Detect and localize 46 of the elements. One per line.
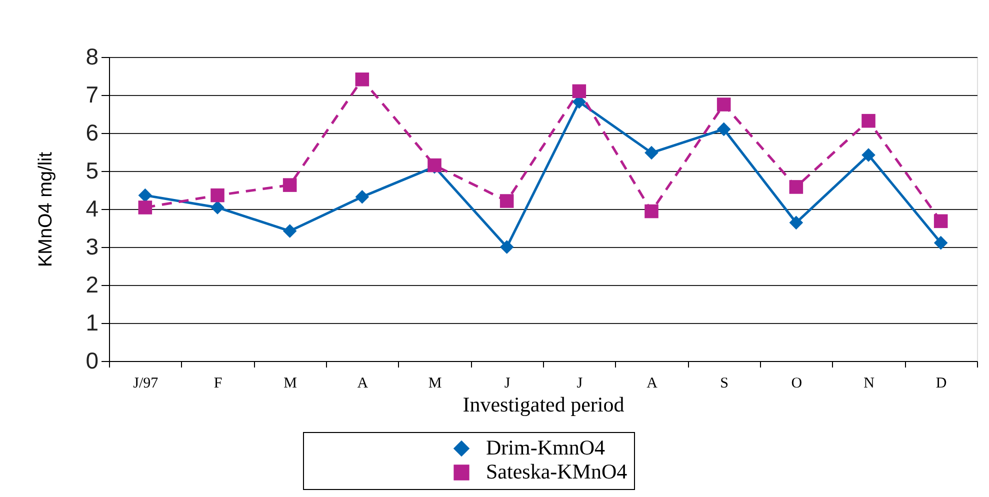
- y-tick-label: 6: [86, 120, 98, 146]
- y-tick-label: 1: [86, 310, 98, 336]
- point: [789, 216, 804, 230]
- point: [934, 236, 948, 250]
- x-tick-label: D: [936, 376, 947, 392]
- y-tick-label: 0: [86, 348, 98, 374]
- point: [282, 224, 297, 238]
- x-tick-label: S: [720, 376, 729, 392]
- x-axis-title: Investigated period: [462, 392, 625, 416]
- x-tick-label: A: [646, 376, 658, 392]
- y-tick-label: 3: [86, 234, 98, 260]
- point: [355, 72, 370, 86]
- y-tick-label: 8: [86, 44, 98, 70]
- point: [282, 178, 297, 192]
- point: [500, 194, 514, 208]
- x-tick-label: A: [357, 376, 368, 392]
- x-tick-label: N: [864, 376, 875, 392]
- x-tick-label: J/97: [133, 376, 159, 392]
- point: [789, 180, 804, 194]
- point: [862, 148, 876, 162]
- point: [862, 114, 876, 128]
- point: [355, 190, 370, 204]
- y-tick-label: 2: [86, 272, 98, 298]
- point: [500, 240, 514, 254]
- x-tick-label: M: [428, 376, 442, 392]
- y-tick-label: 7: [86, 82, 98, 108]
- point: [934, 214, 948, 228]
- point: [716, 122, 731, 136]
- point: [572, 84, 586, 98]
- x-tick-label: F: [214, 376, 222, 392]
- point: [644, 146, 658, 160]
- point: [644, 204, 658, 218]
- legend-label: Sateska-KMnO4: [486, 460, 628, 484]
- legend-label: Drim-KmnO4: [486, 436, 606, 460]
- point: [138, 200, 152, 214]
- y-axis-title: KMnO4 mg/lit: [36, 151, 57, 268]
- point: [210, 188, 224, 202]
- point: [138, 188, 152, 202]
- x-tick-label: J: [576, 376, 583, 392]
- point: [716, 98, 731, 112]
- x-tick-label: J: [504, 376, 510, 392]
- point: [210, 200, 224, 214]
- y-tick-label: 5: [86, 158, 98, 184]
- x-tick-label: O: [791, 376, 802, 392]
- x-tick-label: M: [284, 376, 298, 392]
- y-tick-label: 4: [86, 196, 99, 222]
